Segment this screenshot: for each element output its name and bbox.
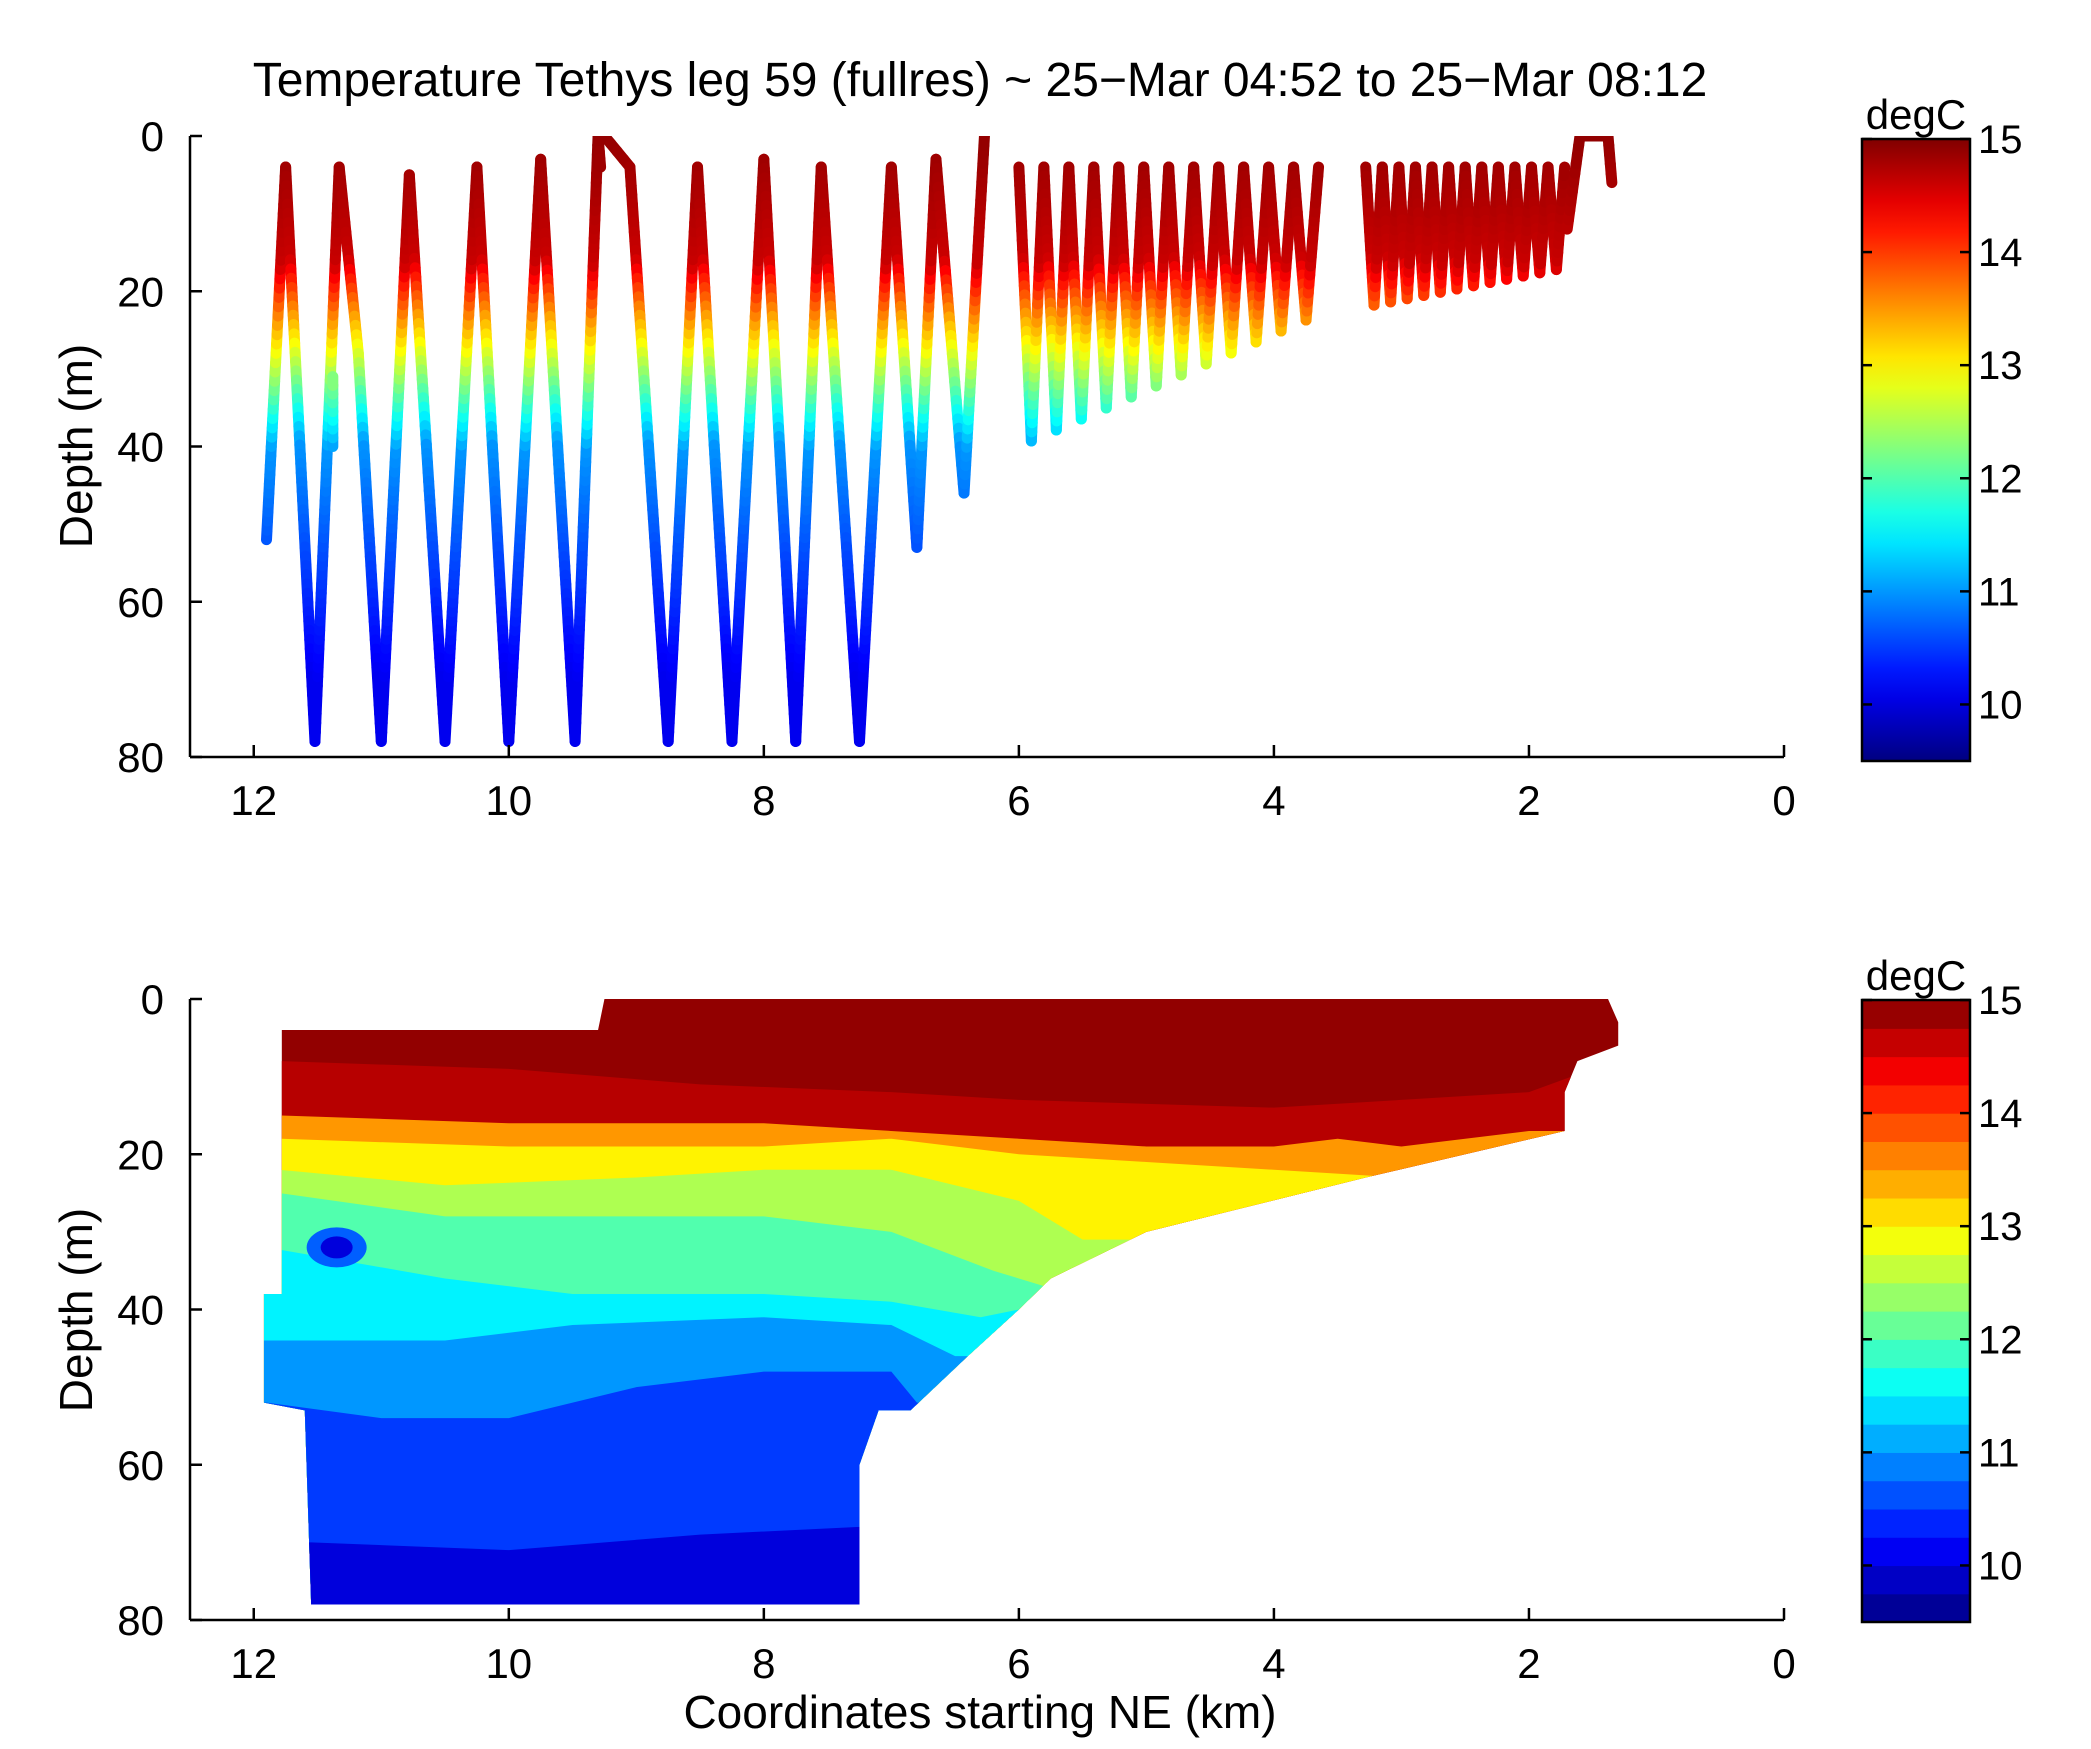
contour-colorbar-tick-label: 10 [1978,1544,2023,1588]
contour-fill-group [263,999,1619,1605]
contour-colorbar-level [1862,1508,1970,1538]
scatter-colorbar: 15 14 13 12 11 10 [1860,118,2023,763]
contour-colorbar-level [1862,1226,1970,1256]
scatter-colorbar-gradient [1862,139,1970,761]
contour-colorbar-level [1862,1480,1970,1510]
contour-x-tick-label: 4 [1262,1640,1285,1687]
yo-yo-track-segment [594,153,607,173]
contour-x-tick-label: 6 [1007,1640,1030,1687]
contour-y-tick-label: 0 [141,976,164,1023]
scatter-colorbar-tick-label: 13 [1978,344,2023,388]
scatter-x-tick-label: 8 [752,777,775,824]
yo-yo-track-segment [1312,161,1325,182]
contour-ylabel: Depth (m) [50,1208,102,1412]
contour-x-tick-label: 2 [1517,1640,1540,1687]
scatter-y-tick-label: 80 [117,734,164,781]
contour-colorbar-level [1862,1452,1970,1482]
contour-colorbar-level [1862,1593,1970,1623]
contour-colorbar-level [1862,1197,1970,1227]
contour-xlabel: Coordinates starting NE (km) [683,1686,1276,1738]
contour-colorbar-level [1862,1282,1970,1312]
scatter-x-tick-label: 6 [1007,777,1030,824]
contour-colorbar-unit: degC [1866,952,1966,999]
contour-y-tick-label: 20 [117,1131,164,1178]
contour-colorbar-level [1862,1141,1970,1171]
contour-colorbar-level [1862,1169,1970,1199]
contour-colorbar-tick-label: 11 [1978,1431,2020,1475]
contour-colorbar-level [1862,1565,1970,1595]
contour-colorbar-level [1862,1000,1970,1029]
scatter-colorbar-tick-label: 15 [1978,118,2023,162]
scatter-x-tick-label: 0 [1772,777,1795,824]
scatter-x-tick-label: 4 [1262,777,1285,824]
contour-y-tick-label: 40 [117,1287,164,1334]
scatter-y-tick-label: 40 [117,424,164,471]
scatter-y-tick-label: 20 [117,268,164,315]
yo-yo-track-segment [978,136,990,151]
contour-colorbar-level [1862,1424,1970,1453]
scatter-ylabel: Depth (m) [50,344,102,548]
scatter-colorbar-tick-label: 10 [1978,683,2023,727]
contour-colorbar-level [1862,1367,1970,1397]
contour-y-tick-label: 80 [117,1597,164,1644]
contour-colorbar-level [1862,1311,1970,1340]
scatter-colorbar-unit: degC [1866,91,1966,138]
scatter-x-tick-label: 2 [1517,777,1540,824]
contour-colorbar-level [1862,1084,1970,1114]
scatter-y-tick-label: 60 [117,579,164,626]
contour-colorbar-level [1862,1537,1970,1567]
contour-x-tick-label: 12 [230,1640,277,1687]
scatter-colorbar-tick-label: 14 [1978,231,2023,275]
scatter-colorbar-frame [1860,137,1972,763]
contour-x-tick-label: 8 [752,1640,775,1687]
yo-yo-track-segment [1558,161,1571,182]
scatter-x-tick-label: 10 [485,777,532,824]
scatter-colorbar-tick-label: 12 [1978,457,2023,501]
contour-y-tick-label: 60 [117,1442,164,1489]
contour-x-tick-label: 10 [485,1640,532,1687]
contour-colorbar-frame [1860,998,1972,1624]
contour-colorbar-tick-label: 12 [1978,1318,2023,1362]
contour-colorbar: 15 14 13 12 11 10 [1860,979,2023,1624]
contour-colorbar-level [1862,1028,1970,1058]
scatter-y-tick-label: 0 [141,113,164,160]
contour-colorbar-level [1862,1113,1970,1142]
yo-yo-track-segment [1605,167,1618,189]
chart-title: Temperature Tethys leg 59 (fullres) ~ 25… [253,54,1708,107]
contour-data [263,999,1619,1605]
contour-colorbar-level [1862,1254,1970,1284]
contour-anomaly [320,1236,353,1259]
contour-colorbar-tick-label: 15 [1978,979,2023,1023]
scatter-colorbar-tick-label: 11 [1978,570,2020,614]
contour-colorbar-tick-label: 13 [1978,1205,2023,1249]
contour-x-tick-label: 0 [1772,1640,1795,1687]
scatter-x-tick-label: 12 [230,777,277,824]
contour-colorbar-level [1862,1395,1970,1425]
contour-colorbar-level [1862,1056,1970,1086]
contour-colorbar-level [1862,1339,1970,1369]
contour-colorbar-tick-label: 14 [1978,1092,2023,1136]
track-data [261,136,1618,747]
